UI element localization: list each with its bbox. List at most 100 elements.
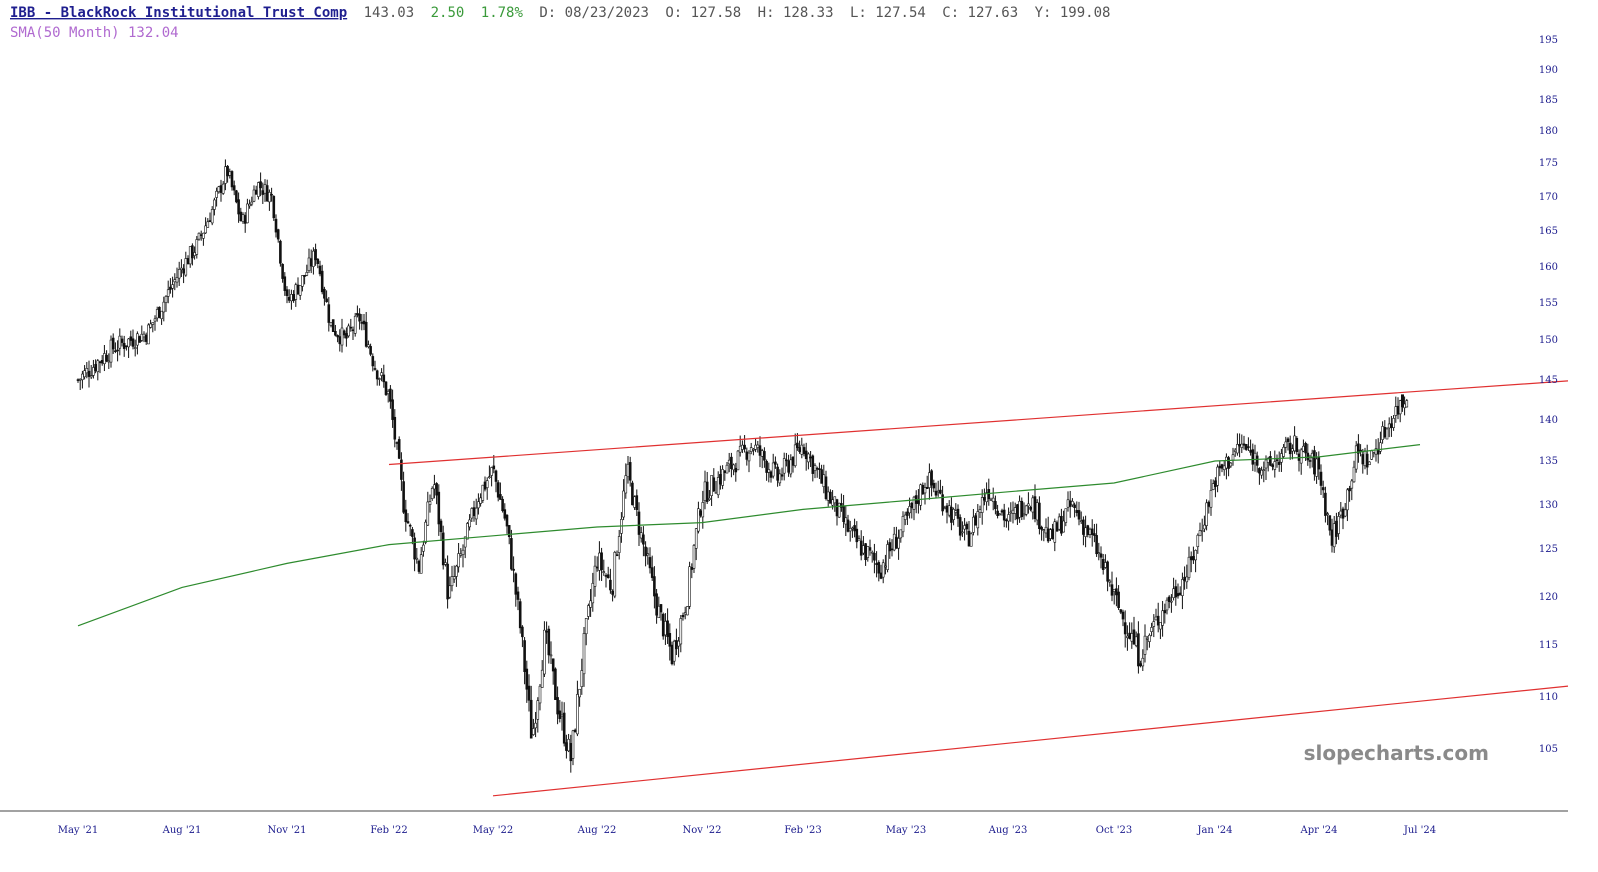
candle-body bbox=[738, 445, 742, 453]
candle-body bbox=[875, 563, 878, 565]
candle-body bbox=[573, 729, 577, 733]
candle-body bbox=[809, 456, 812, 459]
candle-body bbox=[263, 184, 267, 194]
close-readout: C: 127.63 bbox=[942, 5, 1018, 21]
candle-body bbox=[380, 372, 383, 376]
candle-body bbox=[1112, 589, 1116, 592]
candle-body bbox=[1055, 522, 1059, 532]
candle-body bbox=[393, 416, 397, 440]
candle-body bbox=[512, 568, 515, 571]
candle-body bbox=[1053, 521, 1057, 543]
x-tick-label: Feb '23 bbox=[784, 825, 821, 836]
candle-body bbox=[1042, 529, 1046, 532]
high-readout: H: 128.33 bbox=[758, 5, 834, 21]
candle-body bbox=[1284, 441, 1288, 448]
candle-body bbox=[109, 339, 113, 363]
candle-body bbox=[551, 658, 555, 672]
candle-body bbox=[334, 330, 337, 336]
candle-body bbox=[708, 497, 711, 500]
candle-body bbox=[1000, 510, 1004, 513]
candle-body bbox=[290, 294, 293, 302]
candle-body bbox=[1405, 400, 1409, 408]
candle-body bbox=[417, 560, 421, 572]
candle-body bbox=[1249, 450, 1252, 453]
candle-body bbox=[1020, 500, 1024, 518]
candle-body bbox=[1161, 610, 1164, 626]
candle-body bbox=[320, 270, 324, 293]
candle-body bbox=[1264, 459, 1268, 469]
candle-body bbox=[765, 460, 768, 473]
y-tick-label: 170 bbox=[1539, 192, 1558, 203]
candle-body bbox=[452, 576, 456, 580]
x-tick-label: Jul '24 bbox=[1403, 825, 1436, 836]
candle-body bbox=[210, 209, 214, 224]
sma-legend-label[interactable]: SMA(50 Month) 132.04 bbox=[10, 25, 179, 41]
candle-body bbox=[705, 481, 709, 502]
ticker-title-link[interactable]: IBB - BlackRock Institutional Trust Comp bbox=[10, 5, 347, 21]
candle-body bbox=[186, 258, 190, 265]
candle-body bbox=[692, 545, 696, 569]
candle-body bbox=[142, 333, 146, 338]
lower-trendline[interactable] bbox=[492, 685, 1569, 797]
y-axis: 105 110 115 120 125 130 135 140 145 150 155 160 165 1… bbox=[1539, 35, 1558, 755]
candle-body bbox=[1040, 526, 1043, 530]
candle-body bbox=[329, 322, 333, 326]
candle-body bbox=[1108, 580, 1112, 583]
sma-line[interactable] bbox=[77, 444, 1421, 627]
candle-body bbox=[890, 548, 894, 551]
candle-body bbox=[1240, 443, 1244, 448]
candle-body bbox=[217, 186, 221, 193]
candle-body bbox=[826, 491, 830, 501]
year-readout: Y: 199.08 bbox=[1035, 5, 1111, 21]
candle-body bbox=[758, 445, 762, 456]
candle-body bbox=[666, 620, 669, 637]
candle-body bbox=[1220, 464, 1224, 469]
upper-trendline[interactable] bbox=[388, 380, 1569, 466]
y-tick-label: 125 bbox=[1539, 544, 1558, 555]
candle-body bbox=[182, 268, 185, 274]
candle-body bbox=[736, 450, 740, 471]
candle-body bbox=[741, 444, 744, 450]
candle-body bbox=[672, 640, 676, 662]
candle-body bbox=[1159, 622, 1162, 630]
candle-body bbox=[908, 506, 911, 514]
candle-body bbox=[221, 183, 225, 194]
candle-body bbox=[752, 449, 755, 451]
candle-body bbox=[657, 605, 661, 619]
candle-body bbox=[78, 378, 82, 381]
candle-body bbox=[903, 514, 907, 520]
candle-body bbox=[450, 576, 454, 587]
candle-body bbox=[283, 276, 287, 291]
candle-body bbox=[991, 497, 995, 502]
candle-body bbox=[1385, 428, 1389, 440]
candle-body bbox=[934, 490, 938, 496]
candle-body bbox=[349, 326, 353, 329]
candle-body bbox=[155, 309, 159, 319]
candle-body bbox=[252, 189, 256, 202]
price-change: 2.50 bbox=[431, 5, 465, 21]
candle-body bbox=[136, 333, 139, 346]
candle-body bbox=[743, 444, 746, 450]
y-tick-label: 180 bbox=[1539, 126, 1558, 137]
candle-body bbox=[798, 447, 801, 452]
candle-body bbox=[243, 215, 247, 224]
candle-body bbox=[712, 477, 716, 492]
candle-body bbox=[459, 553, 463, 556]
candle-body bbox=[1009, 511, 1013, 514]
x-tick-label: Feb '22 bbox=[370, 825, 407, 836]
candle-body bbox=[1200, 530, 1204, 532]
overlay-lines bbox=[77, 380, 1569, 797]
candle-body bbox=[670, 644, 674, 665]
candle-body bbox=[565, 742, 568, 751]
candle-body bbox=[175, 277, 179, 283]
candle-body bbox=[395, 442, 399, 444]
candle-body bbox=[582, 633, 586, 675]
candle-body bbox=[818, 468, 821, 470]
candle-body bbox=[470, 508, 474, 519]
candle-body bbox=[501, 498, 504, 511]
candle-body bbox=[116, 349, 119, 352]
candle-body bbox=[1352, 466, 1356, 483]
candle-body bbox=[1315, 458, 1318, 477]
date-readout: D: 08/23/2023 bbox=[539, 5, 649, 21]
